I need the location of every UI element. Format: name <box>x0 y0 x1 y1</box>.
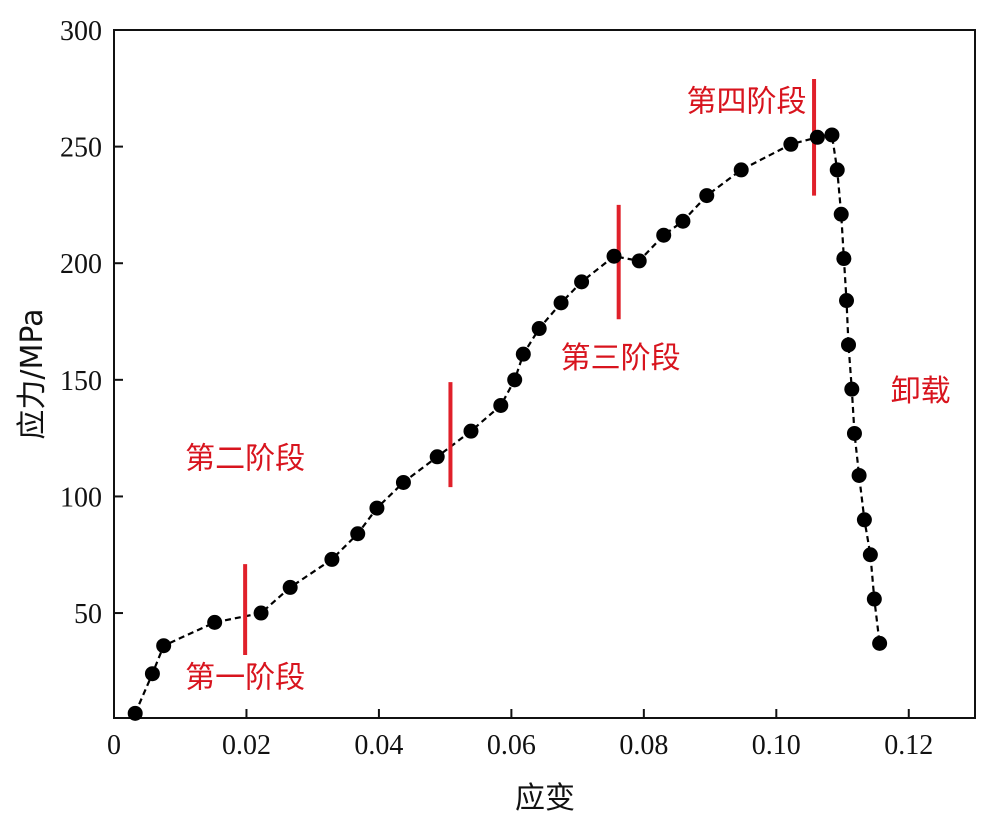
y-tick-label: 100 <box>60 482 102 513</box>
data-point <box>463 423 479 439</box>
y-tick-label: 200 <box>60 249 102 280</box>
data-point <box>144 666 160 682</box>
data-point <box>839 293 855 309</box>
data-point <box>809 129 825 145</box>
x-tick-label: 0.12 <box>884 730 933 761</box>
data-point <box>631 253 647 269</box>
data-point <box>282 579 298 595</box>
data-point <box>395 474 411 490</box>
data-point <box>856 512 872 528</box>
data-point <box>350 526 366 542</box>
x-tick-label: 0.06 <box>487 730 536 761</box>
data-point <box>862 547 878 563</box>
data-point <box>656 227 672 243</box>
data-point <box>846 425 862 441</box>
y-tick-label: 150 <box>60 366 102 397</box>
data-point <box>156 638 172 654</box>
y-tick-label: 50 <box>74 599 102 630</box>
x-tick-label: 0.02 <box>222 730 271 761</box>
x-tick-label: 0.10 <box>752 730 801 761</box>
data-point <box>606 248 622 264</box>
data-point <box>207 614 223 630</box>
data-point <box>531 321 547 337</box>
data-point <box>833 206 849 222</box>
data-point <box>872 635 888 651</box>
data-point <box>429 449 445 465</box>
stage-annotation: 卸载 <box>891 374 951 409</box>
x-tick-label: 0.08 <box>619 730 668 761</box>
data-point <box>699 188 715 204</box>
data-point <box>507 372 523 388</box>
data-point <box>836 251 852 267</box>
stage-annotation: 第三阶段 <box>561 341 681 376</box>
data-point <box>493 397 509 413</box>
data-point <box>866 591 882 607</box>
data-point <box>675 213 691 229</box>
data-point <box>574 274 590 290</box>
data-point <box>840 337 856 353</box>
data-point <box>369 500 385 516</box>
plot-frame <box>113 29 976 719</box>
data-point <box>324 551 340 567</box>
data-point-layer <box>127 127 888 721</box>
data-point <box>783 136 799 152</box>
stage-annotation: 第一阶段 <box>185 661 305 696</box>
data-point <box>829 162 845 178</box>
data-point <box>253 605 269 621</box>
data-point <box>851 467 867 483</box>
data-point <box>515 346 531 362</box>
stage-annotation: 第四阶段 <box>687 85 807 120</box>
x-tick-label: 0.04 <box>354 730 403 761</box>
data-point <box>127 705 143 721</box>
data-point <box>824 127 840 143</box>
x-axis-title: 应变 <box>515 781 575 816</box>
y-tick-label: 250 <box>60 133 102 164</box>
axis-ticks: 0 0.02 0.04 0.06 0.08 0.10 0.12 50 100 150 200 250 3… <box>60 16 933 761</box>
x-tick-label: 0 <box>107 730 121 761</box>
data-point <box>844 381 860 397</box>
data-point <box>733 162 749 178</box>
y-axis-title: 应力/MPa <box>15 308 50 439</box>
y-tick-label: 300 <box>60 16 102 47</box>
stage-annotation: 第二阶段 <box>185 441 305 476</box>
data-point <box>553 295 569 311</box>
